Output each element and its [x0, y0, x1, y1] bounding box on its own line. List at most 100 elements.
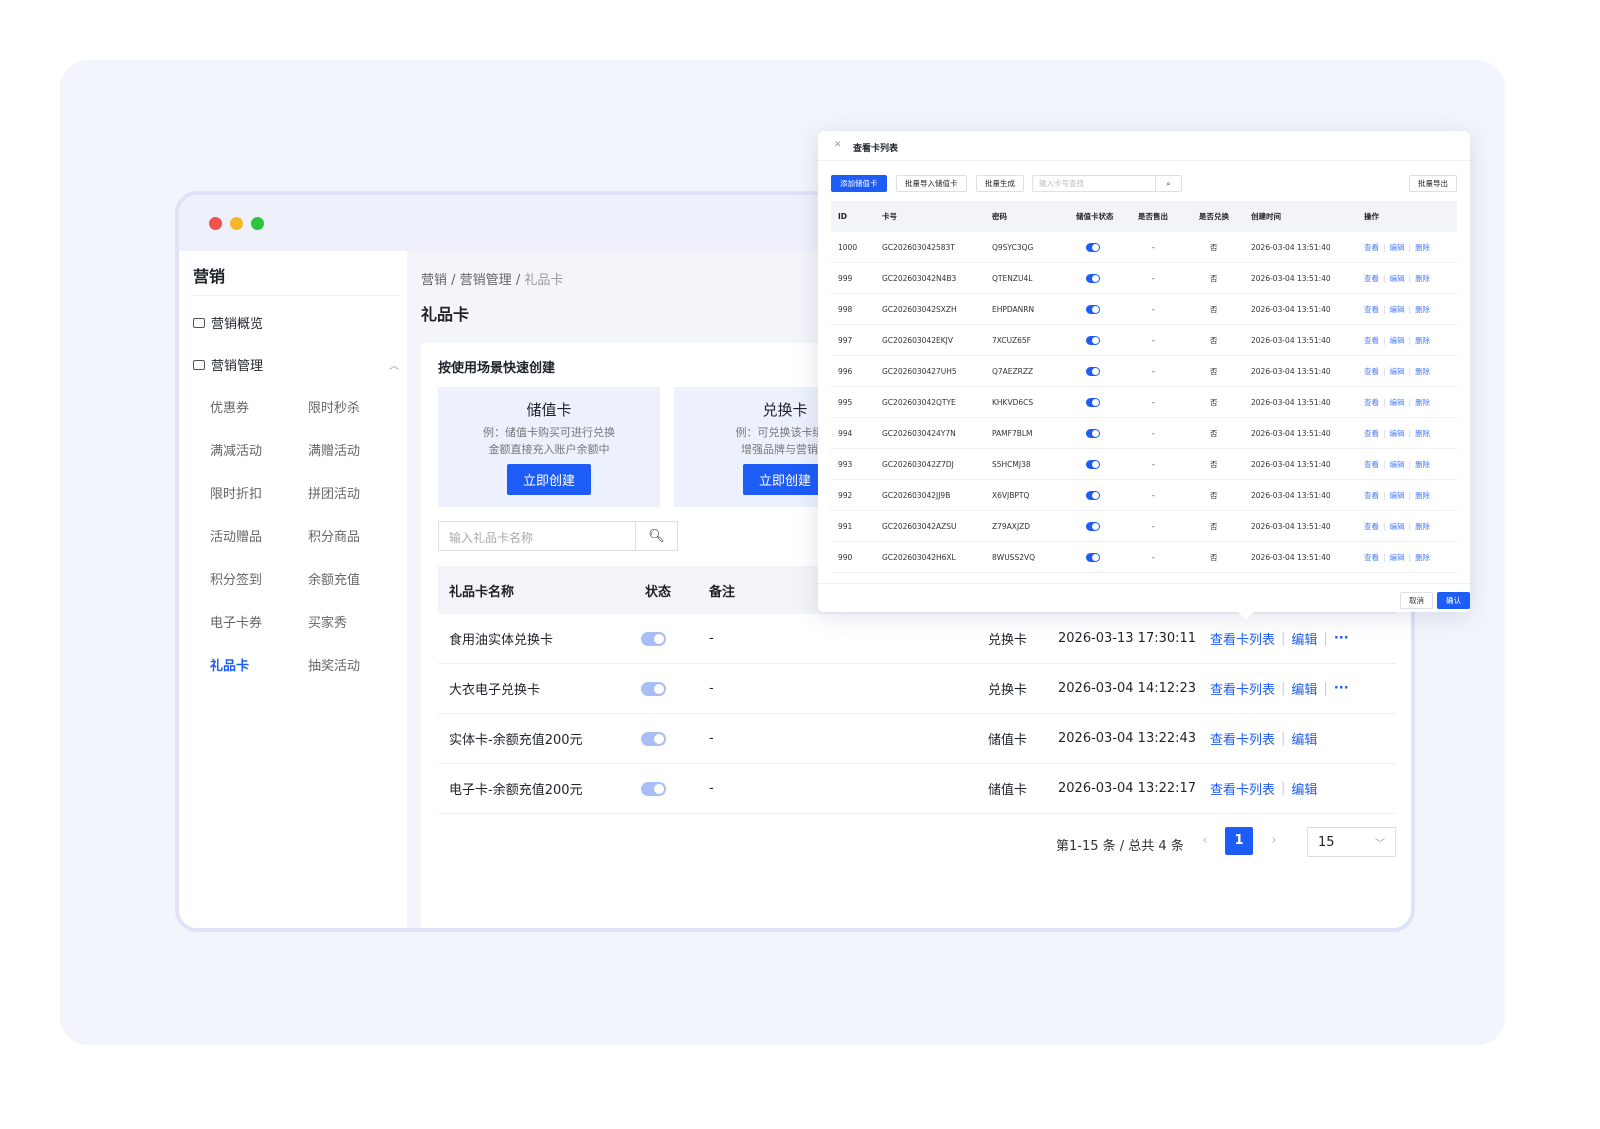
maximize-window-button[interactable] — [251, 217, 264, 230]
card-status-toggle[interactable] — [1086, 387, 1100, 417]
delete-link[interactable]: 删除 — [1415, 335, 1431, 345]
card-status-toggle[interactable] — [1086, 480, 1100, 510]
sidebar-subitem[interactable]: 买家秀 — [308, 616, 348, 631]
card-search[interactable]: 输入卡号查找 ⌕ — [1032, 175, 1182, 192]
card-status-toggle[interactable] — [1086, 418, 1100, 448]
edit-link[interactable]: 编辑 — [1389, 335, 1405, 345]
export-button[interactable]: 批量导出 — [1409, 175, 1457, 192]
view-card-list-link[interactable]: 查看卡列表 — [1210, 683, 1276, 698]
edit-link[interactable]: 编辑 — [1389, 552, 1405, 562]
sidebar-subitem[interactable]: 余额充值 — [308, 573, 361, 588]
edit-link[interactable]: 编辑 — [1291, 633, 1318, 648]
view-card-list-link[interactable]: 查看卡列表 — [1210, 783, 1276, 798]
create-stored-value-button[interactable]: 立即创建 — [506, 464, 591, 495]
edit-link[interactable]: 编辑 — [1389, 459, 1405, 469]
search-input[interactable]: 输入礼品卡名称 — [449, 531, 534, 545]
page-size-select[interactable]: 15 ﹀ — [1307, 827, 1396, 857]
card-status-toggle[interactable] — [1086, 542, 1100, 572]
edit-link[interactable]: 编辑 — [1389, 397, 1405, 407]
card-status-toggle[interactable] — [1086, 511, 1100, 541]
status-toggle[interactable] — [641, 614, 666, 663]
edit-link[interactable]: 编辑 — [1389, 428, 1405, 438]
edit-link[interactable]: 编辑 — [1389, 521, 1405, 531]
more-icon[interactable]: ··· — [1333, 631, 1349, 646]
more-icon[interactable]: ··· — [1333, 681, 1349, 696]
card-status-toggle[interactable] — [1086, 325, 1100, 355]
card-status-toggle[interactable] — [1086, 232, 1100, 262]
delete-link[interactable]: 删除 — [1415, 459, 1431, 469]
delete-link[interactable]: 删除 — [1415, 552, 1431, 562]
view-link[interactable]: 查看 — [1364, 428, 1379, 438]
edit-link[interactable]: 编辑 — [1291, 683, 1318, 698]
card-search-input[interactable]: 输入卡号查找 — [1039, 179, 1084, 188]
search-icon[interactable]: ⌕ — [1155, 176, 1181, 191]
sidebar-subitem[interactable]: 限时秒杀 — [308, 401, 361, 416]
batch-generate-button[interactable]: 批量生成 — [976, 175, 1024, 192]
view-link[interactable]: 查看 — [1364, 366, 1379, 376]
view-link[interactable]: 查看 — [1364, 552, 1379, 562]
card-status-toggle[interactable] — [1086, 263, 1100, 293]
view-link[interactable]: 查看 — [1364, 335, 1379, 345]
sidebar-subitem[interactable]: 活动赠品 — [210, 530, 263, 545]
sidebar-subitem[interactable]: 拼团活动 — [308, 487, 361, 502]
sidebar-item-overview[interactable]: 营销概览 — [193, 313, 263, 332]
status-toggle[interactable] — [641, 714, 666, 763]
edit-link[interactable]: 编辑 — [1389, 366, 1405, 376]
delete-link[interactable]: 删除 — [1415, 304, 1431, 314]
sidebar-subitem[interactable]: 抽奖活动 — [308, 659, 361, 674]
sold-status: - — [1152, 428, 1155, 438]
view-link[interactable]: 查看 — [1364, 242, 1379, 252]
create-exchange-button[interactable]: 立即创建 — [742, 464, 827, 495]
sidebar-subitem[interactable]: 礼品卡 — [210, 659, 250, 674]
search-icon[interactable]: 🔍︎ — [635, 522, 677, 550]
sidebar-item-management[interactable]: 营销管理 ︿ — [193, 355, 399, 374]
delete-link[interactable]: 删除 — [1415, 366, 1431, 376]
view-link[interactable]: 查看 — [1364, 304, 1379, 314]
view-link[interactable]: 查看 — [1364, 521, 1379, 531]
delete-link[interactable]: 删除 — [1415, 521, 1431, 531]
page-1-button[interactable]: 1 — [1225, 827, 1253, 855]
view-link[interactable]: 查看 — [1364, 490, 1379, 500]
delete-link[interactable]: 删除 — [1415, 242, 1431, 252]
cancel-button[interactable]: 取消 — [1400, 592, 1433, 609]
sidebar-subitem[interactable]: 限时折扣 — [210, 487, 263, 502]
view-link[interactable]: 查看 — [1364, 273, 1379, 283]
sidebar-subitem[interactable]: 积分商品 — [308, 530, 361, 545]
view-link[interactable]: 查看 — [1364, 397, 1379, 407]
edit-link[interactable]: 编辑 — [1291, 783, 1318, 798]
prev-page-button[interactable]: ‹ — [1202, 833, 1208, 848]
card-status-toggle[interactable] — [1086, 356, 1100, 386]
add-card-button[interactable]: 添加储值卡 — [831, 175, 887, 192]
edit-link[interactable]: 编辑 — [1291, 733, 1318, 748]
close-window-button[interactable] — [209, 217, 222, 230]
edit-link[interactable]: 编辑 — [1389, 273, 1405, 283]
view-link[interactable]: 查看 — [1364, 459, 1379, 469]
status-toggle[interactable] — [641, 764, 666, 813]
giftcard-search[interactable]: 输入礼品卡名称 🔍︎ — [438, 521, 678, 551]
confirm-button[interactable]: 确认 — [1437, 592, 1470, 609]
minimize-window-button[interactable] — [230, 217, 243, 230]
edit-link[interactable]: 编辑 — [1389, 490, 1405, 500]
delete-link[interactable]: 删除 — [1415, 428, 1431, 438]
delete-link[interactable]: 删除 — [1415, 490, 1431, 500]
status-toggle[interactable] — [641, 664, 666, 713]
import-cards-button[interactable]: 批量导入储值卡 — [896, 175, 967, 192]
sidebar-subitem[interactable]: 积分签到 — [210, 573, 263, 588]
next-page-button[interactable]: › — [1271, 833, 1277, 848]
sidebar-subitem[interactable]: 满赠活动 — [308, 444, 361, 459]
edit-link[interactable]: 编辑 — [1389, 304, 1405, 314]
sidebar-subitem[interactable]: 电子卡券 — [210, 616, 263, 631]
delete-link[interactable]: 删除 — [1415, 397, 1431, 407]
edit-link[interactable]: 编辑 — [1389, 242, 1405, 252]
breadcrumb-item[interactable]: 营销管理 — [459, 273, 512, 288]
card-status-toggle[interactable] — [1086, 294, 1100, 324]
view-card-list-link[interactable]: 查看卡列表 — [1210, 733, 1276, 748]
sidebar-subitem[interactable]: 满减活动 — [210, 444, 263, 459]
card-status-toggle[interactable] — [1086, 449, 1100, 479]
sidebar-subitem[interactable]: 优惠券 — [210, 401, 250, 416]
breadcrumb-item[interactable]: 营销 — [421, 273, 448, 288]
view-card-list-link[interactable]: 查看卡列表 — [1210, 633, 1276, 648]
card-status-toggle[interactable] — [1086, 573, 1100, 582]
delete-link[interactable]: 删除 — [1415, 273, 1431, 283]
close-icon[interactable]: ✕ — [834, 140, 842, 150]
